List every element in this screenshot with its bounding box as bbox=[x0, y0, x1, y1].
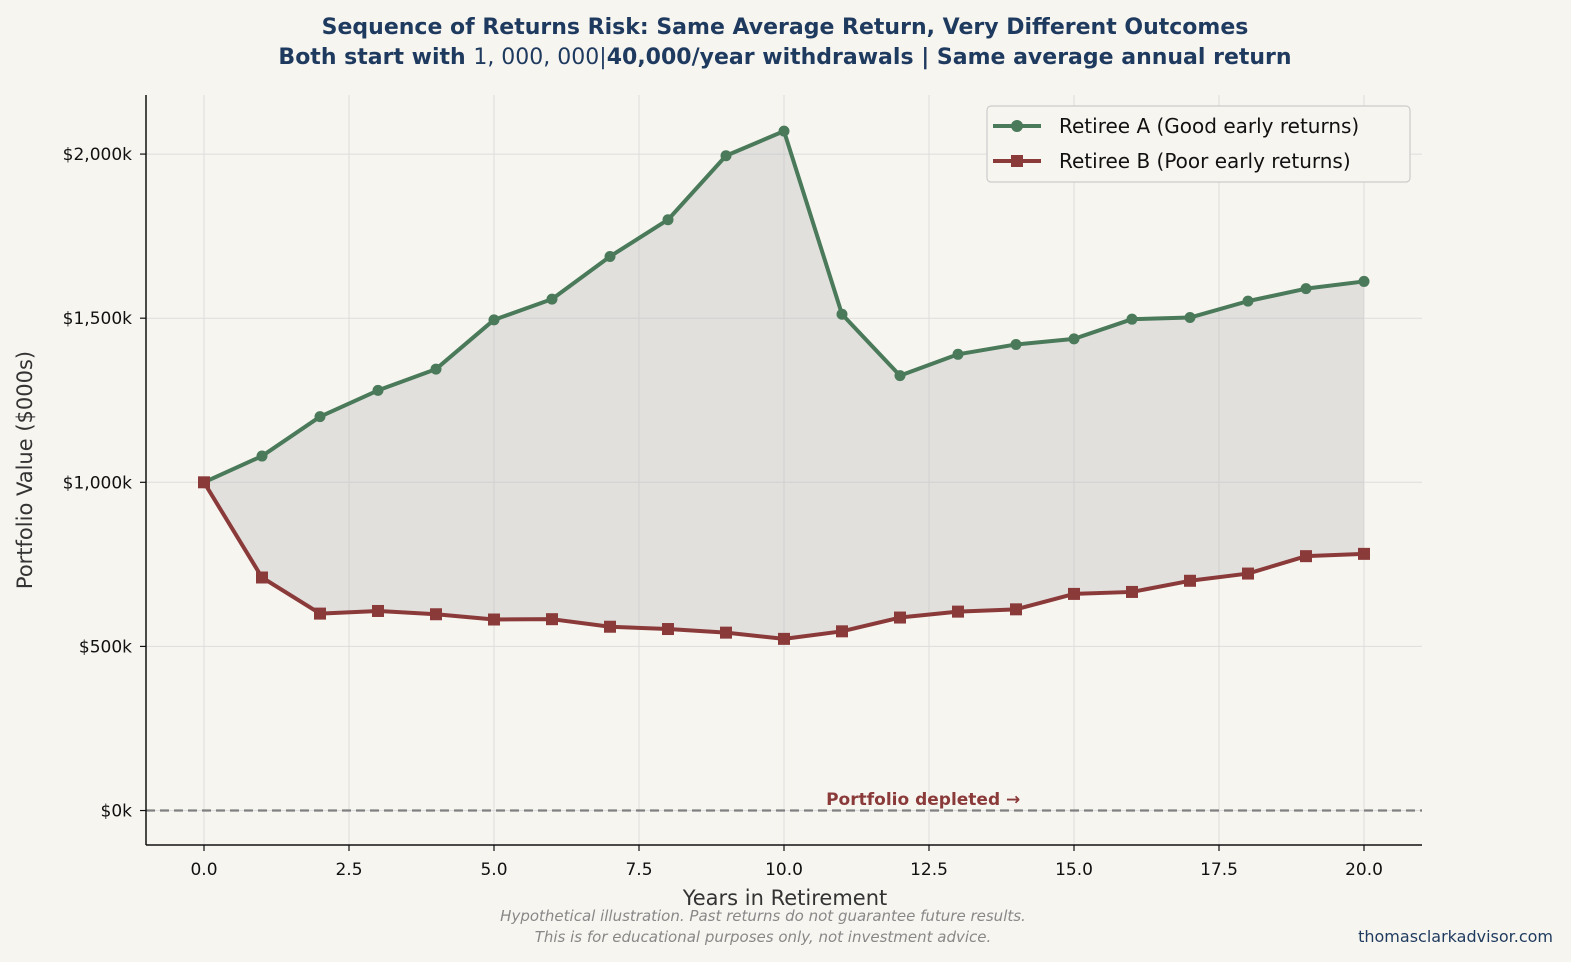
axes bbox=[140, 95, 1422, 851]
data-point-a-12 bbox=[894, 370, 906, 382]
y-tick-label-1: $500k bbox=[79, 637, 132, 657]
y-tick-label-4: $2,000k bbox=[63, 145, 132, 165]
x-tick-label-5: 12.5 bbox=[910, 860, 948, 880]
data-point-b-19 bbox=[1300, 550, 1312, 563]
chart-subtitle-part3: 40,000/year withdrawals | Same average a… bbox=[607, 45, 1292, 70]
data-point-a-1 bbox=[256, 450, 268, 462]
data-point-b-9 bbox=[720, 626, 732, 639]
data-point-a-16 bbox=[1126, 313, 1138, 325]
data-point-b-10 bbox=[778, 632, 790, 645]
data-point-b-3 bbox=[372, 604, 384, 617]
data-point-a-11 bbox=[836, 308, 848, 320]
y-tick-label-0: $0k bbox=[101, 802, 133, 822]
data-point-b-6 bbox=[546, 613, 558, 626]
data-point-a-13 bbox=[952, 348, 964, 360]
data-point-a-9 bbox=[720, 150, 732, 162]
data-point-a-14 bbox=[1010, 338, 1022, 350]
data-point-b-14 bbox=[1010, 603, 1022, 616]
data-point-a-2 bbox=[314, 411, 326, 423]
chart-subtitle-part1: Both start with bbox=[278, 45, 473, 70]
data-point-a-10 bbox=[778, 125, 790, 137]
data-point-a-8 bbox=[662, 214, 674, 226]
data-point-b-8 bbox=[662, 623, 674, 636]
data-point-a-6 bbox=[546, 293, 558, 305]
x-axis-label: Years in Retirement bbox=[682, 886, 888, 910]
data-point-a-5 bbox=[488, 314, 500, 326]
legend-marker-retiree-b bbox=[1011, 155, 1023, 167]
x-tick-label-6: 15.0 bbox=[1055, 860, 1093, 880]
data-point-b-12 bbox=[894, 611, 906, 624]
data-point-a-19 bbox=[1300, 283, 1312, 295]
x-tick-label-8: 20.0 bbox=[1345, 860, 1383, 880]
site-credit: thomasclarkadvisor.com bbox=[1358, 927, 1553, 946]
data-point-a-15 bbox=[1068, 333, 1080, 345]
y-tick-label-2: $1,000k bbox=[63, 473, 132, 493]
data-point-b-16 bbox=[1126, 585, 1138, 598]
data-point-b-11 bbox=[836, 625, 848, 638]
data-point-a-7 bbox=[604, 250, 616, 262]
data-point-b-17 bbox=[1184, 574, 1196, 587]
legend-label-retiree-b: Retiree B (Poor early returns) bbox=[1059, 149, 1351, 173]
data-point-b-18 bbox=[1242, 567, 1254, 580]
disclaimer-line-2: This is for educational purposes only, n… bbox=[535, 928, 992, 946]
data-point-b-13 bbox=[952, 605, 964, 618]
data-point-b-15 bbox=[1068, 587, 1080, 600]
fill-between-area bbox=[204, 131, 1364, 639]
legend-label-retiree-a: Retiree A (Good early returns) bbox=[1059, 114, 1359, 138]
data-point-b-4 bbox=[430, 608, 442, 621]
x-tick-label-1: 2.5 bbox=[335, 860, 362, 880]
x-tick-label-7: 17.5 bbox=[1200, 860, 1238, 880]
tick-labels: 0.0 2.5 5.0 7.5 10.0 12.5 15.0 17.5 20.0 $0k $500k… bbox=[63, 145, 1383, 880]
data-point-b-5 bbox=[488, 613, 500, 626]
annotation-0: Portfolio depleted → bbox=[826, 790, 1020, 810]
chart-subtitle-part2: 1, 000, 000| bbox=[473, 45, 606, 70]
data-point-a-4 bbox=[430, 363, 442, 375]
legend: Retiree A (Good early returns) Retiree B… bbox=[986, 105, 1411, 183]
data-point-b-20 bbox=[1358, 547, 1370, 560]
legend-marker-retiree-a bbox=[1011, 120, 1023, 132]
y-axis-label: Portfolio Value ($000s) bbox=[13, 351, 37, 589]
y-tick-label-3: $1,500k bbox=[63, 309, 132, 329]
data-point-a-3 bbox=[372, 384, 384, 396]
chart-title: Sequence of Returns Risk: Same Average R… bbox=[322, 15, 1249, 40]
data-point-b-2 bbox=[314, 607, 326, 620]
chart-subtitle: Both start with 1, 000, 000|40,000/year … bbox=[278, 45, 1291, 70]
x-tick-label-2: 5.0 bbox=[480, 860, 507, 880]
data-point-b-7 bbox=[604, 620, 616, 633]
x-tick-label-3: 7.5 bbox=[625, 860, 652, 880]
annotations: Portfolio depleted → bbox=[826, 790, 1020, 810]
x-tick-label-0: 0.0 bbox=[190, 860, 217, 880]
data-point-b-0 bbox=[198, 476, 210, 489]
data-point-a-17 bbox=[1184, 312, 1196, 324]
data-point-a-18 bbox=[1242, 295, 1254, 307]
series-layer bbox=[198, 125, 1370, 645]
data-point-b-1 bbox=[256, 571, 268, 584]
disclaimer-line-1: Hypothetical illustration. Past returns … bbox=[500, 907, 1026, 925]
legend-box bbox=[986, 105, 1411, 183]
data-point-a-20 bbox=[1358, 275, 1370, 287]
x-tick-label-4: 10.0 bbox=[765, 860, 803, 880]
